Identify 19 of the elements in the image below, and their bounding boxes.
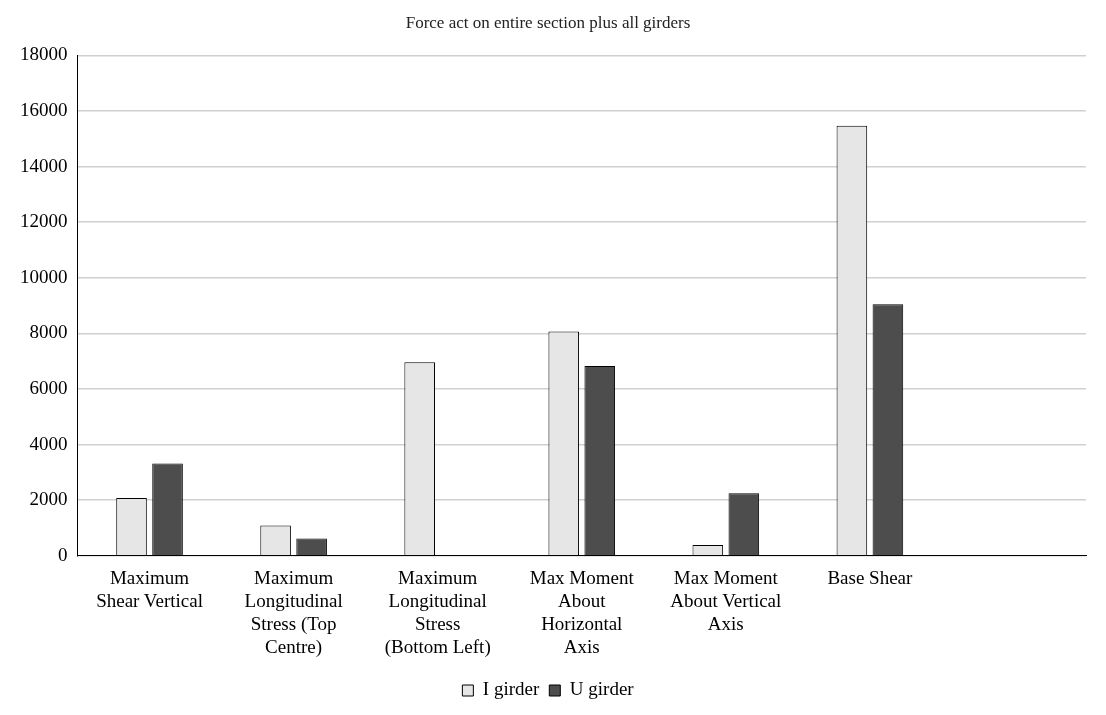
legend-label: U girder: [569, 678, 635, 700]
y-tick-label: 4000: [29, 432, 68, 454]
y-tick-label: 18000: [20, 43, 68, 65]
x-tick-label: Base Shear: [827, 567, 914, 589]
y-tick-label: 6000: [29, 376, 68, 398]
x-tick-label: Max Moment About Horizontal Axis: [529, 567, 635, 657]
y-tick-label: 16000: [20, 98, 68, 120]
y-tick-label: 12000: [20, 210, 68, 232]
y-tick-label: 10000: [20, 265, 68, 287]
chart-title: Force act on entire section plus all girders: [405, 12, 691, 32]
legend-label: I girder: [482, 678, 540, 700]
x-tick-label: Max Moment About Vertical Axis: [670, 567, 782, 634]
y-tick-label: 14000: [20, 154, 68, 176]
x-tick-label: Maximum Longitudinal Stress (Bottom Left): [384, 567, 491, 658]
y-tick-label: 2000: [29, 488, 68, 510]
y-tick-label: 8000: [29, 321, 68, 343]
y-tick-label: 0: [58, 543, 68, 565]
x-tick-label: Maximum Longitudinal Stress (Top Centre): [244, 567, 343, 658]
x-tick-label: Maximum Shear Vertical: [96, 567, 203, 611]
